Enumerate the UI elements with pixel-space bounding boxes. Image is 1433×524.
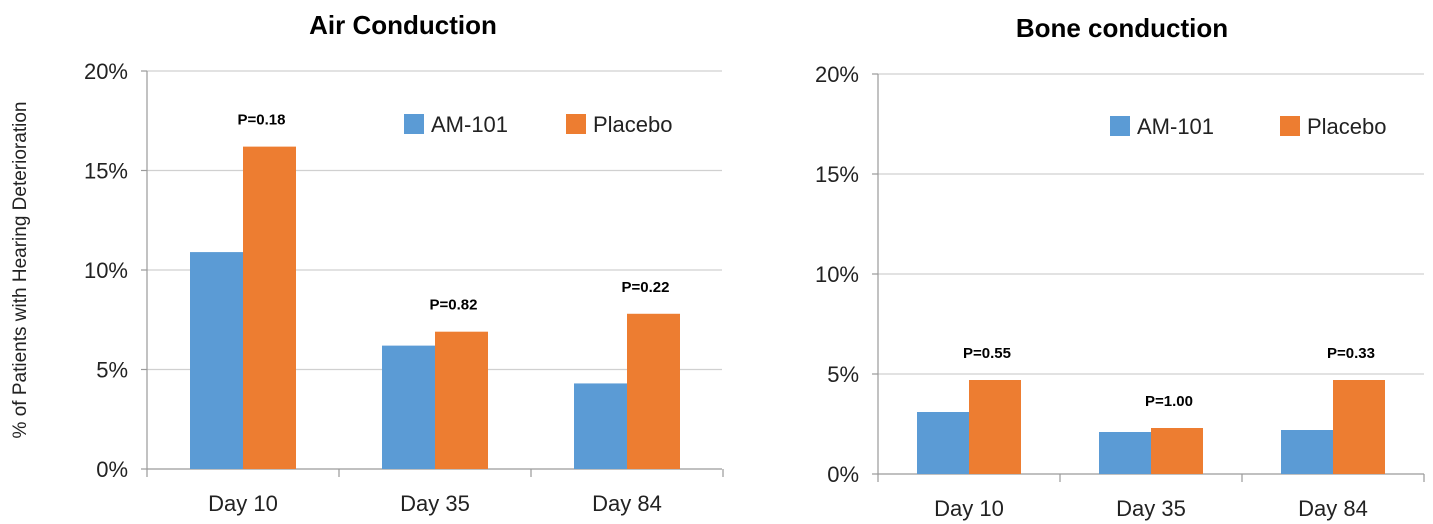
chart-title: Air Conduction (309, 10, 497, 40)
legend-swatch-am-101 (404, 114, 424, 134)
p-value-label: P=0.18 (238, 112, 286, 129)
x-tick-label: Day 35 (1116, 496, 1186, 521)
y-tick-label: 20% (815, 62, 859, 87)
p-value-label: P=0.82 (430, 297, 478, 314)
y-tick-label: 10% (815, 262, 859, 287)
y-tick-label: 5% (96, 358, 128, 383)
bar-am-101-day-10 (190, 252, 243, 469)
bar-am-101-day-10 (917, 412, 969, 474)
legend-swatch-placebo (566, 114, 586, 134)
chart-panel-1: Air Conduction 0% 5% 10% 15% 20% P=0.18 Day 10 P… (84, 10, 724, 516)
bar-placebo-day-35 (1151, 428, 1203, 474)
p-value-label: P=0.22 (622, 279, 670, 296)
x-tick-label: Day 84 (1298, 496, 1368, 521)
p-value-label: P=0.55 (963, 345, 1011, 362)
bar-am-101-day-35 (1099, 432, 1151, 474)
bar-placebo-day-84 (1333, 380, 1385, 474)
legend-label-placebo: Placebo (1307, 114, 1387, 139)
bar-am-101-day-84 (1281, 430, 1333, 474)
y-tick-label: 10% (84, 258, 128, 283)
x-tick-label: Day 84 (592, 491, 662, 516)
legend-label-am-101: AM-101 (1137, 114, 1214, 139)
legend-swatch-placebo (1280, 116, 1300, 136)
y-tick-label: 0% (827, 462, 859, 487)
p-value-label: P=0.33 (1327, 345, 1375, 362)
legend-label-am-101: AM-101 (431, 112, 508, 137)
p-value-label: P=1.00 (1145, 393, 1193, 410)
x-tick-label: Day 35 (400, 491, 470, 516)
legend: AM-101 Placebo (404, 112, 673, 137)
legend-label-placebo: Placebo (593, 112, 673, 137)
bar-placebo-day-10 (969, 380, 1021, 474)
bar-placebo-day-35 (435, 331, 488, 469)
x-tick-label: Day 10 (208, 491, 278, 516)
legend: AM-101 Placebo (1110, 114, 1387, 139)
y-tick-label: 15% (84, 159, 128, 184)
bar-placebo-day-84 (627, 313, 680, 469)
chart-panel-2: Bone conduction 0% 5% 10% 15% 20% P=0.55 Day 10… (815, 13, 1425, 521)
legend-swatch-am-101 (1110, 116, 1130, 136)
bar-placebo-day-10 (243, 146, 296, 469)
chart-title: Bone conduction (1016, 13, 1228, 43)
bar-am-101-day-84 (574, 383, 627, 469)
y-tick-label: 20% (84, 59, 128, 84)
x-tick-label: Day 10 (934, 496, 1004, 521)
y-tick-label: 0% (96, 457, 128, 482)
y-axis-label: % of Patients with Hearing Deterioration (10, 102, 31, 439)
y-tick-label: 15% (815, 162, 859, 187)
bar-am-101-day-35 (382, 345, 435, 469)
y-tick-label: 5% (827, 362, 859, 387)
